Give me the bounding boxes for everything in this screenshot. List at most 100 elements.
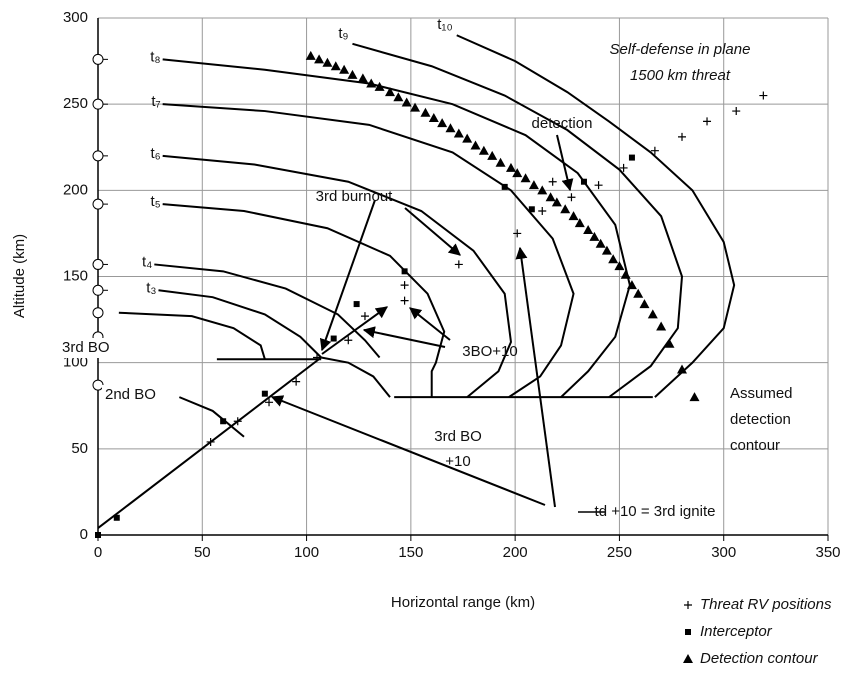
- x-tick-label: 50: [194, 544, 211, 561]
- point: [703, 117, 712, 126]
- point: [626, 280, 637, 290]
- contour-label: t₆: [150, 145, 160, 162]
- arrow: [319, 199, 376, 352]
- point: [548, 177, 557, 186]
- point: [314, 54, 325, 64]
- x-tick-label: 150: [398, 544, 423, 561]
- annotation: 3rd BO: [434, 428, 482, 445]
- legend-symbol: [685, 629, 691, 635]
- point: [366, 78, 377, 88]
- point: [601, 245, 612, 255]
- contour-line: [154, 263, 381, 359]
- point: [113, 514, 120, 521]
- point: [360, 312, 369, 321]
- point: [759, 91, 768, 100]
- point: [639, 299, 650, 309]
- contour-label: t₃: [146, 279, 156, 296]
- point: [551, 197, 562, 207]
- point: [428, 112, 439, 122]
- annotation: 3BO+10: [462, 343, 517, 360]
- point: [410, 102, 421, 112]
- contour-line: [162, 103, 575, 398]
- annotation: detection: [532, 115, 593, 132]
- y-tick-label: 200: [63, 181, 88, 198]
- y-tick-label: 50: [71, 440, 88, 457]
- point: [470, 140, 481, 150]
- point: [261, 390, 268, 397]
- point: [520, 173, 531, 183]
- contour-line: [456, 34, 736, 398]
- contour-label: t₉: [338, 25, 348, 42]
- contour-line: [158, 289, 322, 359]
- point: [664, 338, 675, 348]
- contour-line: [97, 356, 322, 529]
- x-tick-label: 100: [294, 544, 319, 561]
- x-tick-label: 250: [607, 544, 632, 561]
- point: [512, 168, 523, 178]
- point: [678, 132, 686, 141]
- contour-line: [352, 42, 684, 398]
- y-tick-label: 300: [63, 9, 88, 26]
- point: [608, 254, 619, 264]
- y-axis-label: Altitude (km): [11, 234, 28, 318]
- start-circle: [92, 98, 104, 110]
- legend-symbol: [683, 654, 693, 663]
- contour-line: [162, 154, 512, 398]
- start-circle: [92, 53, 104, 65]
- point: [619, 163, 628, 172]
- point: [545, 192, 556, 202]
- point: [95, 532, 101, 538]
- start-circle: [92, 307, 104, 319]
- annotation: Self-defense in plane: [610, 41, 751, 58]
- start-circle: [92, 150, 104, 162]
- point: [220, 418, 227, 425]
- point: [401, 97, 412, 107]
- point: [538, 207, 547, 216]
- point: [478, 145, 489, 155]
- plot: t₁₀ t₉ t₈ t₇ t₆ t₅ t₄ t₃: [92, 16, 768, 538]
- point: [330, 61, 341, 71]
- point: [385, 87, 395, 97]
- point: [322, 57, 333, 67]
- point: [400, 296, 409, 305]
- point: [595, 238, 606, 248]
- point: [420, 107, 431, 117]
- annotation: detection: [730, 411, 791, 428]
- point: [206, 437, 215, 446]
- point: [647, 309, 658, 319]
- point: [689, 392, 700, 402]
- y-tick-label: 250: [63, 95, 88, 112]
- point: [656, 321, 667, 331]
- point: [633, 288, 644, 298]
- annotation: 3rd burnout: [316, 188, 394, 205]
- point: [567, 193, 576, 202]
- x-tick-label: 300: [711, 544, 736, 561]
- start-circle: [92, 379, 104, 391]
- annotation: contour: [730, 437, 780, 454]
- arrow: [409, 307, 451, 341]
- point: [650, 146, 659, 155]
- label-bg: [102, 385, 158, 405]
- y-tick-label: 0: [80, 526, 88, 543]
- point: [589, 231, 600, 241]
- y-tick-label: 150: [63, 267, 88, 284]
- x-tick-label: 350: [815, 544, 840, 561]
- point: [445, 123, 456, 133]
- x-tick-label: 200: [503, 544, 528, 561]
- point: [292, 377, 301, 386]
- arrow: [556, 134, 574, 192]
- point: [305, 50, 316, 60]
- legend-label: Interceptor: [700, 623, 773, 640]
- start-circle: [92, 198, 104, 210]
- point: [233, 417, 242, 426]
- legend-symbol: [684, 601, 692, 609]
- contour-line: [118, 311, 266, 360]
- point: [400, 281, 409, 290]
- point: [374, 81, 385, 91]
- legend-label: Detection contour: [700, 650, 819, 667]
- point: [620, 269, 631, 279]
- point: [454, 260, 463, 269]
- arrow: [515, 246, 556, 508]
